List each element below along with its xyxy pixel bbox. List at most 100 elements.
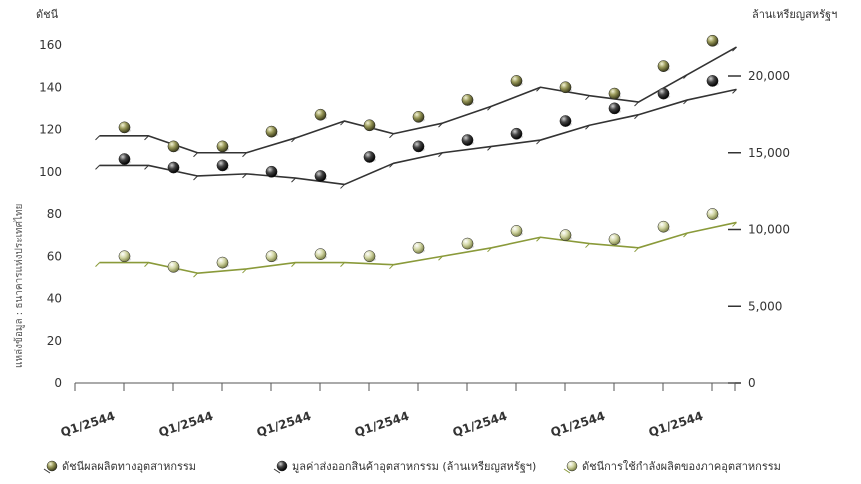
series-joint (536, 236, 541, 242)
series-2 (95, 75, 737, 189)
source-note: แหล่งข้อมูล : ธนาคารแห่งประเทศไทย (13, 204, 25, 368)
series-joint (389, 264, 394, 270)
y-right-tick-label: 15,000 (748, 146, 790, 160)
legend-marker (276, 460, 288, 472)
series-joint (144, 135, 149, 141)
y-right-axis-title: ล้านเหรียญสหรัฐฯ (752, 8, 837, 21)
y-right-tick-label: 0 (748, 376, 756, 390)
series-joint (340, 120, 345, 126)
series-joint (242, 152, 247, 158)
series-line (99, 221, 737, 274)
legend-line-stub (563, 468, 571, 474)
data-point (559, 229, 572, 241)
data-point (412, 241, 425, 254)
legend-label: มูลค่าส่งออกสินค้าอุตสาหกรรม (ล้านเหรียญ… (292, 460, 536, 473)
data-point (657, 220, 670, 233)
data-point (608, 87, 621, 100)
series-joint (683, 74, 688, 79)
y-right-axis: 0 5,000 10,000 15,000 20,000 (728, 69, 790, 391)
legend-label: ดัชนีผลผลิตทางอุตสาหกรรม (62, 460, 196, 473)
series-joint (291, 262, 296, 267)
data-point (265, 165, 278, 178)
y-right-tick-label: 10,000 (748, 223, 790, 237)
series-joint (732, 46, 737, 52)
series-joint (634, 114, 639, 120)
data-point (461, 134, 474, 146)
y-left-tick-label: 160 (39, 38, 62, 52)
series-joint (438, 255, 443, 261)
series-joint (95, 165, 100, 170)
series-joint (585, 95, 590, 101)
data-point (510, 75, 523, 87)
data-point (461, 94, 474, 106)
series-joint (634, 101, 639, 107)
series-joint (242, 268, 247, 274)
data-point (118, 153, 131, 165)
data-point (314, 170, 327, 182)
data-point (559, 115, 572, 127)
series-joint (536, 139, 541, 145)
y-left-tick-label: 40 (47, 292, 62, 306)
data-point (216, 159, 229, 172)
data-point (510, 225, 523, 237)
series-joint (193, 175, 198, 181)
series-joint (95, 135, 100, 141)
data-point (706, 208, 719, 220)
y-left-tick-label: 60 (47, 249, 62, 263)
data-point (118, 250, 131, 263)
data-point (461, 237, 474, 250)
y-left-tick-label: 20 (47, 334, 62, 348)
series-joint (487, 105, 492, 111)
data-point (608, 102, 621, 115)
data-point (363, 250, 376, 263)
data-point (657, 87, 670, 100)
y-left-tick-label: 120 (39, 123, 62, 137)
data-point (608, 233, 621, 246)
series-line (99, 46, 737, 154)
series-joint (585, 243, 590, 248)
series-line (99, 88, 737, 186)
series-joint (732, 89, 737, 94)
legend-label: ดัชนีการใช้กำลังผลิตของภาคอุตสาหกรรม (582, 460, 781, 473)
legend-marker (46, 460, 58, 472)
legend-marker (566, 460, 578, 472)
series-joint (144, 262, 149, 267)
series-joint (487, 146, 492, 151)
data-point (706, 34, 719, 47)
data-point (510, 127, 523, 140)
y-left-axis-title: ดัชนี (36, 8, 59, 21)
data-point (167, 260, 180, 273)
x-axis: Q1/2544 Q1/2544 Q1/2544 Q1/2544 Q1/2544 Q1/25… (59, 383, 713, 440)
series-joint (683, 232, 688, 238)
data-point (657, 60, 670, 72)
x-tick-label: Q1/2544 (157, 409, 215, 440)
series-joint (144, 165, 149, 170)
data-point (118, 121, 131, 134)
series-joint (193, 272, 198, 278)
x-tick-label: Q1/2544 (451, 409, 509, 440)
series-joint (683, 99, 688, 105)
y-left-axis: 0 20 40 60 80 100 120 140 160 (39, 38, 62, 390)
data-point (363, 151, 376, 163)
legend-line-stub (273, 468, 281, 474)
y-left-tick-label: 80 (47, 207, 62, 221)
x-tick-label: Q1/2544 (549, 409, 607, 440)
series-joint (438, 152, 443, 158)
x-tick-label: Q1/2544 (59, 409, 117, 440)
data-point (559, 81, 572, 94)
data-point (216, 140, 229, 153)
series-joint (634, 247, 639, 253)
data-point (314, 248, 327, 260)
legend: ดัชนีผลผลิตทางอุตสาหกรรม มูลค่าส่งออกสินค… (43, 460, 781, 474)
series-layer (95, 34, 737, 278)
series-1 (95, 34, 737, 158)
series-joint (732, 222, 737, 227)
y-left-tick-label: 0 (54, 376, 62, 390)
data-point (167, 140, 180, 153)
series-joint (291, 177, 296, 183)
series-joint (438, 122, 443, 128)
data-point (167, 161, 180, 174)
data-point (314, 108, 327, 121)
data-point (216, 256, 229, 269)
